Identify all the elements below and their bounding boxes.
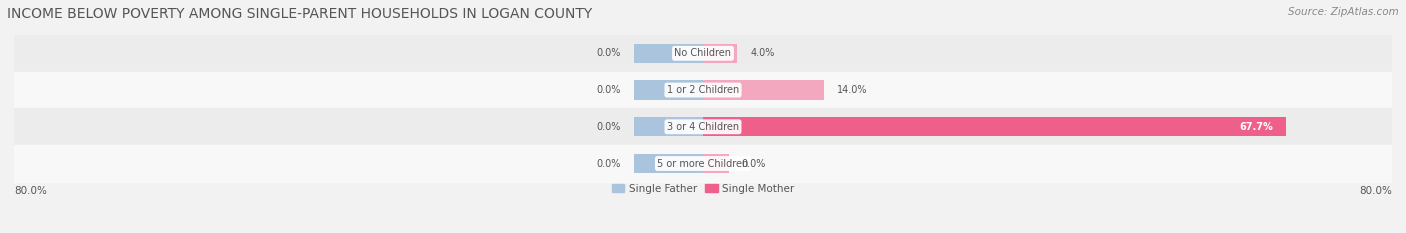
Text: 4.0%: 4.0% xyxy=(751,48,775,58)
Bar xyxy=(703,154,728,173)
Text: 0.0%: 0.0% xyxy=(596,158,621,168)
Bar xyxy=(634,154,703,173)
Bar xyxy=(634,80,703,99)
Bar xyxy=(703,117,1286,136)
Text: 14.0%: 14.0% xyxy=(837,85,868,95)
Text: 0.0%: 0.0% xyxy=(596,85,621,95)
Text: 67.7%: 67.7% xyxy=(1239,122,1272,132)
Bar xyxy=(14,145,1392,182)
Text: 3 or 4 Children: 3 or 4 Children xyxy=(666,122,740,132)
Bar xyxy=(634,117,703,136)
Bar xyxy=(14,72,1392,108)
Bar xyxy=(14,35,1392,72)
Text: 1 or 2 Children: 1 or 2 Children xyxy=(666,85,740,95)
Text: 80.0%: 80.0% xyxy=(1360,186,1392,196)
Text: INCOME BELOW POVERTY AMONG SINGLE-PARENT HOUSEHOLDS IN LOGAN COUNTY: INCOME BELOW POVERTY AMONG SINGLE-PARENT… xyxy=(7,7,592,21)
Text: 0.0%: 0.0% xyxy=(596,122,621,132)
Text: 0.0%: 0.0% xyxy=(596,48,621,58)
Bar xyxy=(634,44,703,63)
Bar xyxy=(703,80,824,99)
Text: 5 or more Children: 5 or more Children xyxy=(658,158,748,168)
Text: No Children: No Children xyxy=(675,48,731,58)
Text: Source: ZipAtlas.com: Source: ZipAtlas.com xyxy=(1288,7,1399,17)
Bar xyxy=(703,44,738,63)
Text: 0.0%: 0.0% xyxy=(742,158,766,168)
Text: 80.0%: 80.0% xyxy=(14,186,46,196)
Legend: Single Father, Single Mother: Single Father, Single Mother xyxy=(612,184,794,194)
Bar xyxy=(14,108,1392,145)
